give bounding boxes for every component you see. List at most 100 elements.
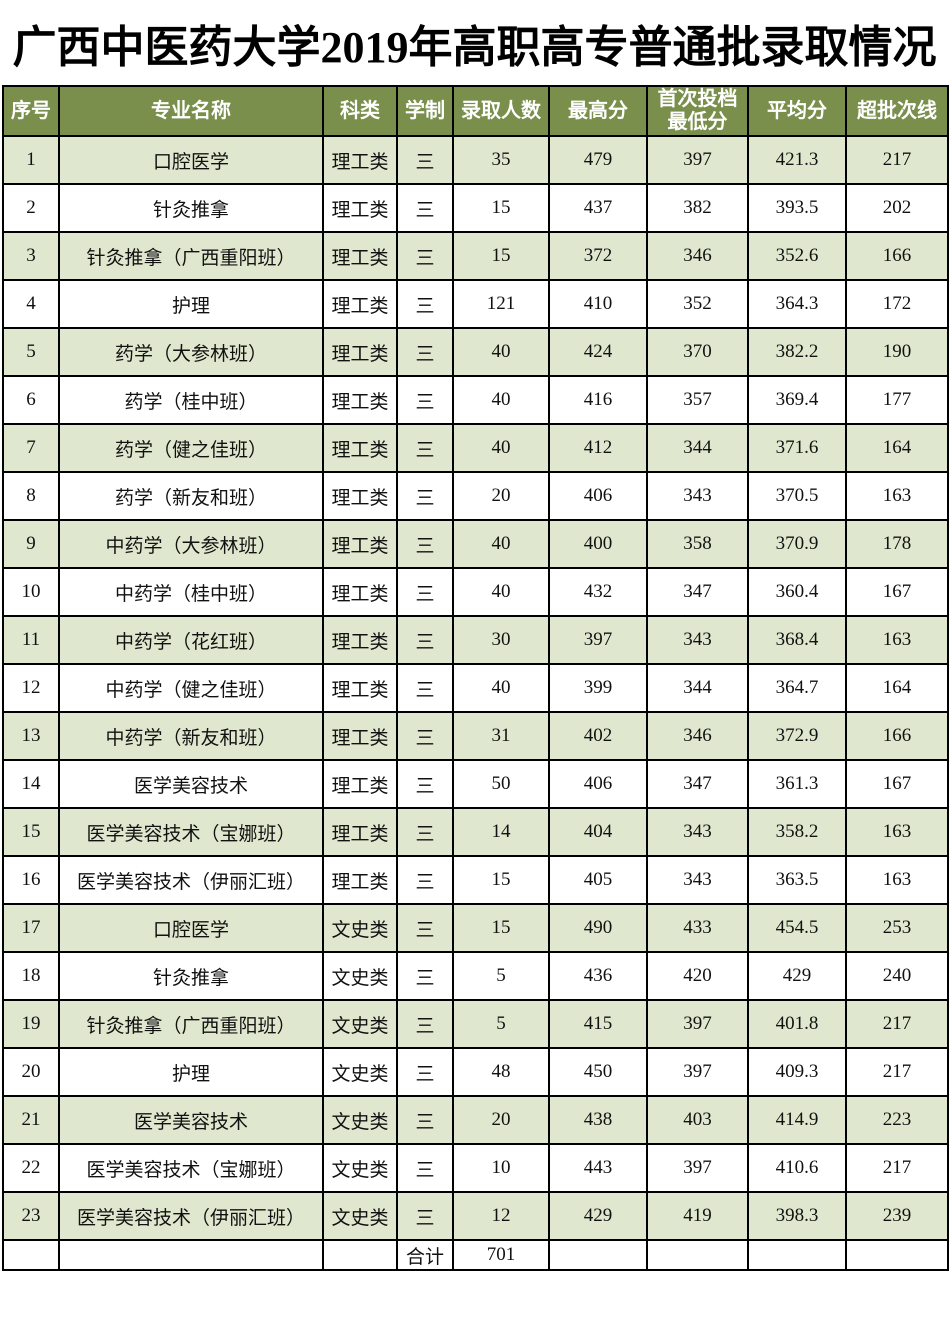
cell-major: 针灸推拿（广西重阳班） bbox=[58, 231, 324, 281]
cell-over-line: 223 bbox=[845, 1095, 949, 1145]
cell-major: 护理 bbox=[58, 279, 324, 329]
cell-highest: 402 bbox=[548, 711, 648, 761]
table-row: 2 针灸推拿 理工类三 15 437 382 393.5 202 bbox=[2, 183, 949, 233]
cell-highest: 490 bbox=[548, 903, 648, 953]
cell-first-lowest: 357 bbox=[646, 375, 749, 425]
cell-highest: 437 bbox=[548, 183, 648, 233]
cell-first-lowest: 343 bbox=[646, 471, 749, 521]
cell-admitted: 40 bbox=[452, 327, 550, 377]
cell-first-lowest: 347 bbox=[646, 567, 749, 617]
cell-first-lowest: 344 bbox=[646, 423, 749, 473]
cell-duration: 三 bbox=[396, 663, 454, 713]
cell-category: 文史类 bbox=[322, 999, 398, 1049]
header-row: 序号 专业名称 科类 学制 录取人数 最高分 首次投档最低分 平均分 超批次线 bbox=[2, 85, 949, 137]
cell-serial: 22 bbox=[2, 1143, 60, 1193]
cell-highest: 399 bbox=[548, 663, 648, 713]
cell-category: 文史类 bbox=[322, 1095, 398, 1145]
cell-over-line: 167 bbox=[845, 567, 949, 617]
cell-admitted: 5 bbox=[452, 951, 550, 1001]
cell-serial: 3 bbox=[2, 231, 60, 281]
table-row: 9 中药学（大参林班） 理工类三 40 400 358 370.9 178 bbox=[2, 519, 949, 569]
cell-serial: 16 bbox=[2, 855, 60, 905]
cell-first-lowest: 397 bbox=[646, 999, 749, 1049]
cell-over-line: 217 bbox=[845, 1143, 949, 1193]
cell-category: 理工类 bbox=[322, 567, 398, 617]
cell-major: 中药学（花红班） bbox=[58, 615, 324, 665]
cell-serial: 23 bbox=[2, 1191, 60, 1241]
cell-major: 医学美容技术（伊丽汇班） bbox=[58, 1191, 324, 1241]
cell-major: 医学美容技术（伊丽汇班） bbox=[58, 855, 324, 905]
cell-major: 医学美容技术（宝娜班） bbox=[58, 807, 324, 857]
cell-major: 医学美容技术 bbox=[58, 759, 324, 809]
cell-category: 理工类 bbox=[322, 711, 398, 761]
table-row: 14 医学美容技术 理工类三 50 406 347 361.3 167 bbox=[2, 759, 949, 809]
cell-average: 382.2 bbox=[747, 327, 847, 377]
cell-first-lowest: 370 bbox=[646, 327, 749, 377]
cell-first-lowest: 433 bbox=[646, 903, 749, 953]
total-cell-empty bbox=[322, 1239, 398, 1271]
cell-major: 口腔医学 bbox=[58, 903, 324, 953]
cell-duration: 三 bbox=[396, 807, 454, 857]
cell-average: 429 bbox=[747, 951, 847, 1001]
cell-major: 针灸推拿（广西重阳班） bbox=[58, 999, 324, 1049]
cell-category: 文史类 bbox=[322, 1191, 398, 1241]
cell-average: 368.4 bbox=[747, 615, 847, 665]
table-row: 20 护理 文史类三 48 450 397 409.3 217 bbox=[2, 1047, 949, 1097]
cell-serial: 12 bbox=[2, 663, 60, 713]
cell-average: 370.9 bbox=[747, 519, 847, 569]
cell-category: 理工类 bbox=[322, 327, 398, 377]
page-title: 广西中医药大学2019年高职高专普通批录取情况 bbox=[12, 22, 937, 72]
cell-over-line: 172 bbox=[845, 279, 949, 329]
cell-serial: 9 bbox=[2, 519, 60, 569]
total-cell-empty bbox=[548, 1239, 648, 1271]
cell-highest: 479 bbox=[548, 135, 648, 185]
cell-serial: 6 bbox=[2, 375, 60, 425]
cell-highest: 438 bbox=[548, 1095, 648, 1145]
cell-average: 361.3 bbox=[747, 759, 847, 809]
cell-major: 医学美容技术（宝娜班） bbox=[58, 1143, 324, 1193]
cell-serial: 1 bbox=[2, 135, 60, 185]
cell-first-lowest: 352 bbox=[646, 279, 749, 329]
cell-average: 414.9 bbox=[747, 1095, 847, 1145]
cell-duration: 三 bbox=[396, 1191, 454, 1241]
cell-admitted: 15 bbox=[452, 231, 550, 281]
cell-first-lowest: 346 bbox=[646, 231, 749, 281]
cell-major: 药学（大参林班） bbox=[58, 327, 324, 377]
column-header-serial: 序号 bbox=[2, 85, 60, 137]
cell-highest: 429 bbox=[548, 1191, 648, 1241]
table-row: 4 护理 理工类三 121 410 352 364.3 172 bbox=[2, 279, 949, 329]
cell-category: 文史类 bbox=[322, 951, 398, 1001]
cell-average: 364.7 bbox=[747, 663, 847, 713]
cell-serial: 7 bbox=[2, 423, 60, 473]
cell-duration: 三 bbox=[396, 231, 454, 281]
cell-over-line: 163 bbox=[845, 855, 949, 905]
cell-first-lowest: 397 bbox=[646, 1047, 749, 1097]
cell-duration: 三 bbox=[396, 183, 454, 233]
cell-first-lowest: 344 bbox=[646, 663, 749, 713]
cell-category: 文史类 bbox=[322, 1143, 398, 1193]
cell-highest: 400 bbox=[548, 519, 648, 569]
cell-over-line: 253 bbox=[845, 903, 949, 953]
column-header-admitted: 录取人数 bbox=[452, 85, 550, 137]
cell-highest: 406 bbox=[548, 759, 648, 809]
cell-average: 369.4 bbox=[747, 375, 847, 425]
cell-category: 文史类 bbox=[322, 1047, 398, 1097]
cell-over-line: 164 bbox=[845, 423, 949, 473]
cell-category: 理工类 bbox=[322, 279, 398, 329]
column-header-category: 科类 bbox=[322, 85, 398, 137]
table-row: 17 口腔医学 文史类三 15 490 433 454.5 253 bbox=[2, 903, 949, 953]
admissions-table: 序号 专业名称 科类 学制 录取人数 最高分 首次投档最低分 平均分 超批次线 … bbox=[2, 85, 949, 1271]
cell-over-line: 202 bbox=[845, 183, 949, 233]
cell-admitted: 48 bbox=[452, 1047, 550, 1097]
cell-category: 文史类 bbox=[322, 903, 398, 953]
table-row: 16 医学美容技术（伊丽汇班） 理工类三 15 405 343 363.5 163 bbox=[2, 855, 949, 905]
table-row: 23 医学美容技术（伊丽汇班） 文史类三 12 429 419 398.3 239 bbox=[2, 1191, 949, 1241]
cell-major: 中药学（新友和班） bbox=[58, 711, 324, 761]
cell-serial: 18 bbox=[2, 951, 60, 1001]
column-header-duration: 学制 bbox=[396, 85, 454, 137]
cell-admitted: 31 bbox=[452, 711, 550, 761]
cell-highest: 412 bbox=[548, 423, 648, 473]
cell-duration: 三 bbox=[396, 855, 454, 905]
cell-first-lowest: 420 bbox=[646, 951, 749, 1001]
